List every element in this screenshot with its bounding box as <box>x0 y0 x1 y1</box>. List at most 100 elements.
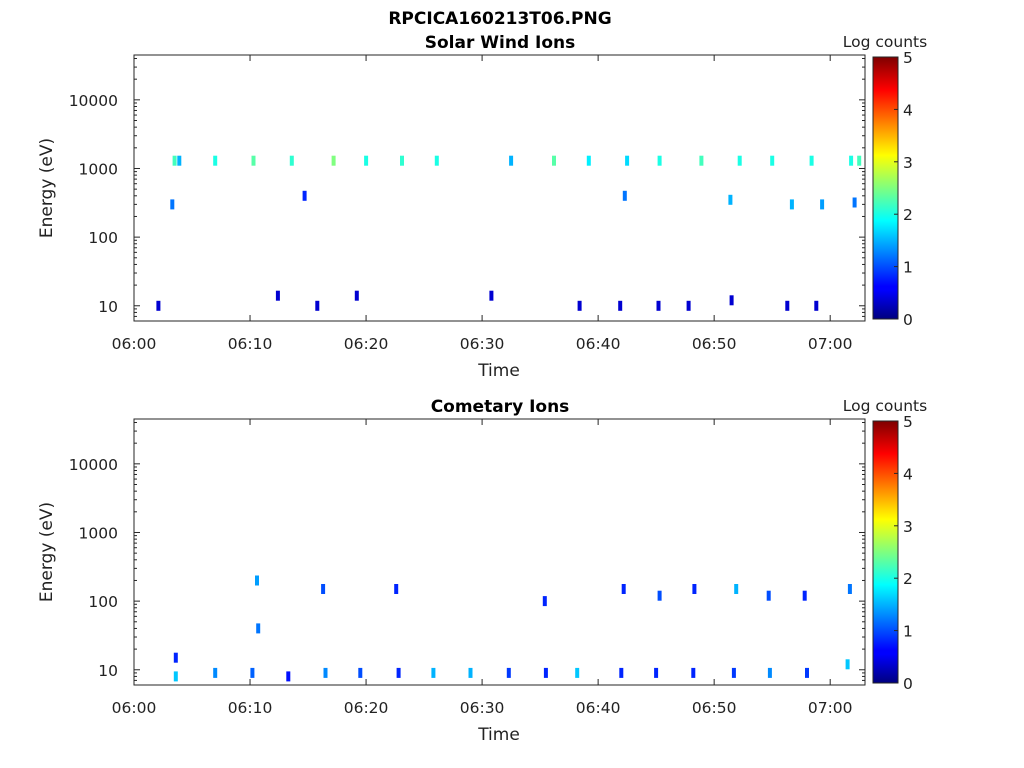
y-ticks-solar-wind: 10 100 1000 10000 <box>69 58 865 322</box>
heatmap-cell <box>286 671 291 682</box>
cells-cometary <box>173 575 852 682</box>
y-tick-label: 1000 <box>79 160 118 178</box>
heatmap-cell <box>805 667 809 678</box>
heatmap-cell <box>686 300 691 311</box>
heatmap-cell <box>847 584 852 594</box>
heatmap-cell <box>172 155 177 166</box>
heatmap-cell <box>770 155 775 166</box>
colorbar-tick-label: 0 <box>903 311 913 329</box>
heatmap-cell <box>177 155 182 166</box>
x-ticks-solar-wind: 06:00 06:10 06:20 06:30 06:40 06:50 07:00 <box>112 55 853 353</box>
plot-frame-cometary <box>133 418 866 686</box>
heatmap-cell <box>156 300 161 311</box>
heatmap-cell <box>809 155 814 166</box>
x-tick-label: 06:00 <box>112 335 157 353</box>
heatmap-cell <box>577 300 582 311</box>
heatmap-cell <box>619 667 624 678</box>
heatmap-cell <box>728 194 733 205</box>
heatmap-cell <box>251 155 256 166</box>
y-tick-label: 100 <box>88 593 118 611</box>
panel-solar-wind: Solar Wind Ions 06:00 06:10 06:20 06:30 06:4… <box>37 33 927 381</box>
x-axis-label-cometary: Time <box>477 725 520 745</box>
x-tick-label: 06:40 <box>576 335 621 353</box>
heatmap-cell <box>766 590 771 601</box>
heatmap-cell <box>331 155 336 166</box>
x-axis-label-solar-wind: Time <box>477 361 520 381</box>
heatmap-cell <box>820 199 825 210</box>
heatmap-cell <box>255 575 259 586</box>
heatmap-cell <box>213 155 218 166</box>
x-tick-label: 06:30 <box>460 335 505 353</box>
heatmap-cell <box>354 290 359 301</box>
colorbar-tick-label: 1 <box>903 259 913 277</box>
x-tick-label: 06:40 <box>576 699 621 717</box>
heatmap-cell <box>256 623 261 634</box>
colorbar-label-cometary: Log counts <box>843 397 927 415</box>
heatmap-cell <box>434 155 439 166</box>
heatmap-cell <box>622 190 627 201</box>
x-tick-label: 06:20 <box>344 699 389 717</box>
heatmap-cell <box>364 155 369 166</box>
heatmap-cell <box>431 667 436 678</box>
y-tick-label: 10 <box>98 298 118 316</box>
plot-area-cometary <box>134 419 865 685</box>
heatmap-cell <box>814 300 819 311</box>
heatmap-cell <box>691 667 696 678</box>
cells-solar-wind <box>156 155 862 311</box>
plot-frame-solar-wind <box>133 54 866 322</box>
heatmap-cell <box>396 667 401 678</box>
heatmap-cell <box>506 667 511 678</box>
colorbar-tick-label: 5 <box>903 413 913 431</box>
colorbar-ticks-cometary: 0 1 2 3 4 5 <box>894 413 913 693</box>
y-tick-label: 10000 <box>69 456 118 474</box>
heatmap-cell <box>857 155 862 166</box>
heatmap-cell <box>213 667 218 678</box>
colorbar-solar-wind <box>872 56 899 320</box>
heatmap-cell <box>852 197 857 208</box>
colorbar-tick-label: 4 <box>903 465 913 483</box>
y-tick-label: 10 <box>98 662 118 680</box>
y-axis-label-solar-wind: Energy (eV) <box>37 138 57 238</box>
heatmap-cell <box>250 667 255 678</box>
y-tick-label: 1000 <box>79 524 118 542</box>
colorbar-cometary <box>872 420 899 684</box>
heatmap-cell <box>552 155 556 166</box>
heatmap-cell <box>802 590 807 601</box>
heatmap-cell <box>625 155 630 166</box>
colorbar-tick-label: 3 <box>903 154 913 172</box>
heatmap-cell <box>699 155 704 166</box>
heatmap-cell <box>729 295 734 306</box>
heatmap-cell <box>734 584 739 594</box>
heatmap-cell <box>656 300 661 311</box>
heatmap-cell <box>321 584 326 594</box>
heatmap-cell <box>845 659 850 670</box>
heatmap-cell <box>468 667 473 678</box>
colorbar-tick-label: 5 <box>903 49 913 67</box>
heatmap-cell <box>575 667 580 678</box>
colorbar-tick-label: 1 <box>903 623 913 641</box>
x-tick-label: 06:00 <box>112 699 157 717</box>
heatmap-cell <box>731 667 736 678</box>
x-tick-label: 06:10 <box>228 335 273 353</box>
heatmap-cell <box>173 671 178 682</box>
x-tick-label: 06:20 <box>344 335 389 353</box>
colorbar-tick-label: 4 <box>903 101 913 119</box>
heatmap-cell <box>618 300 623 311</box>
x-tick-label: 07:00 <box>808 699 853 717</box>
colorbar-ticks-solar-wind: 0 1 2 3 4 5 <box>894 49 913 329</box>
y-tick-label: 100 <box>88 229 118 247</box>
heatmap-cell <box>170 199 175 210</box>
heatmap-cell <box>394 584 399 594</box>
x-tick-label: 06:30 <box>460 699 505 717</box>
heatmap-cell <box>275 290 280 301</box>
heatmap-cell <box>358 667 363 678</box>
heatmap-cell <box>789 199 794 210</box>
panel-title-cometary: Cometary Ions <box>431 397 570 417</box>
heatmap-cell <box>657 155 662 166</box>
heatmap-cell <box>509 155 514 166</box>
panel-cometary: Cometary Ions 06:00 06:10 06:20 06:30 06:40 0… <box>37 397 927 745</box>
x-tick-label: 07:00 <box>808 335 853 353</box>
heatmap-cell <box>543 667 548 678</box>
heatmap-cell <box>323 667 328 678</box>
heatmap-cell <box>542 596 547 607</box>
